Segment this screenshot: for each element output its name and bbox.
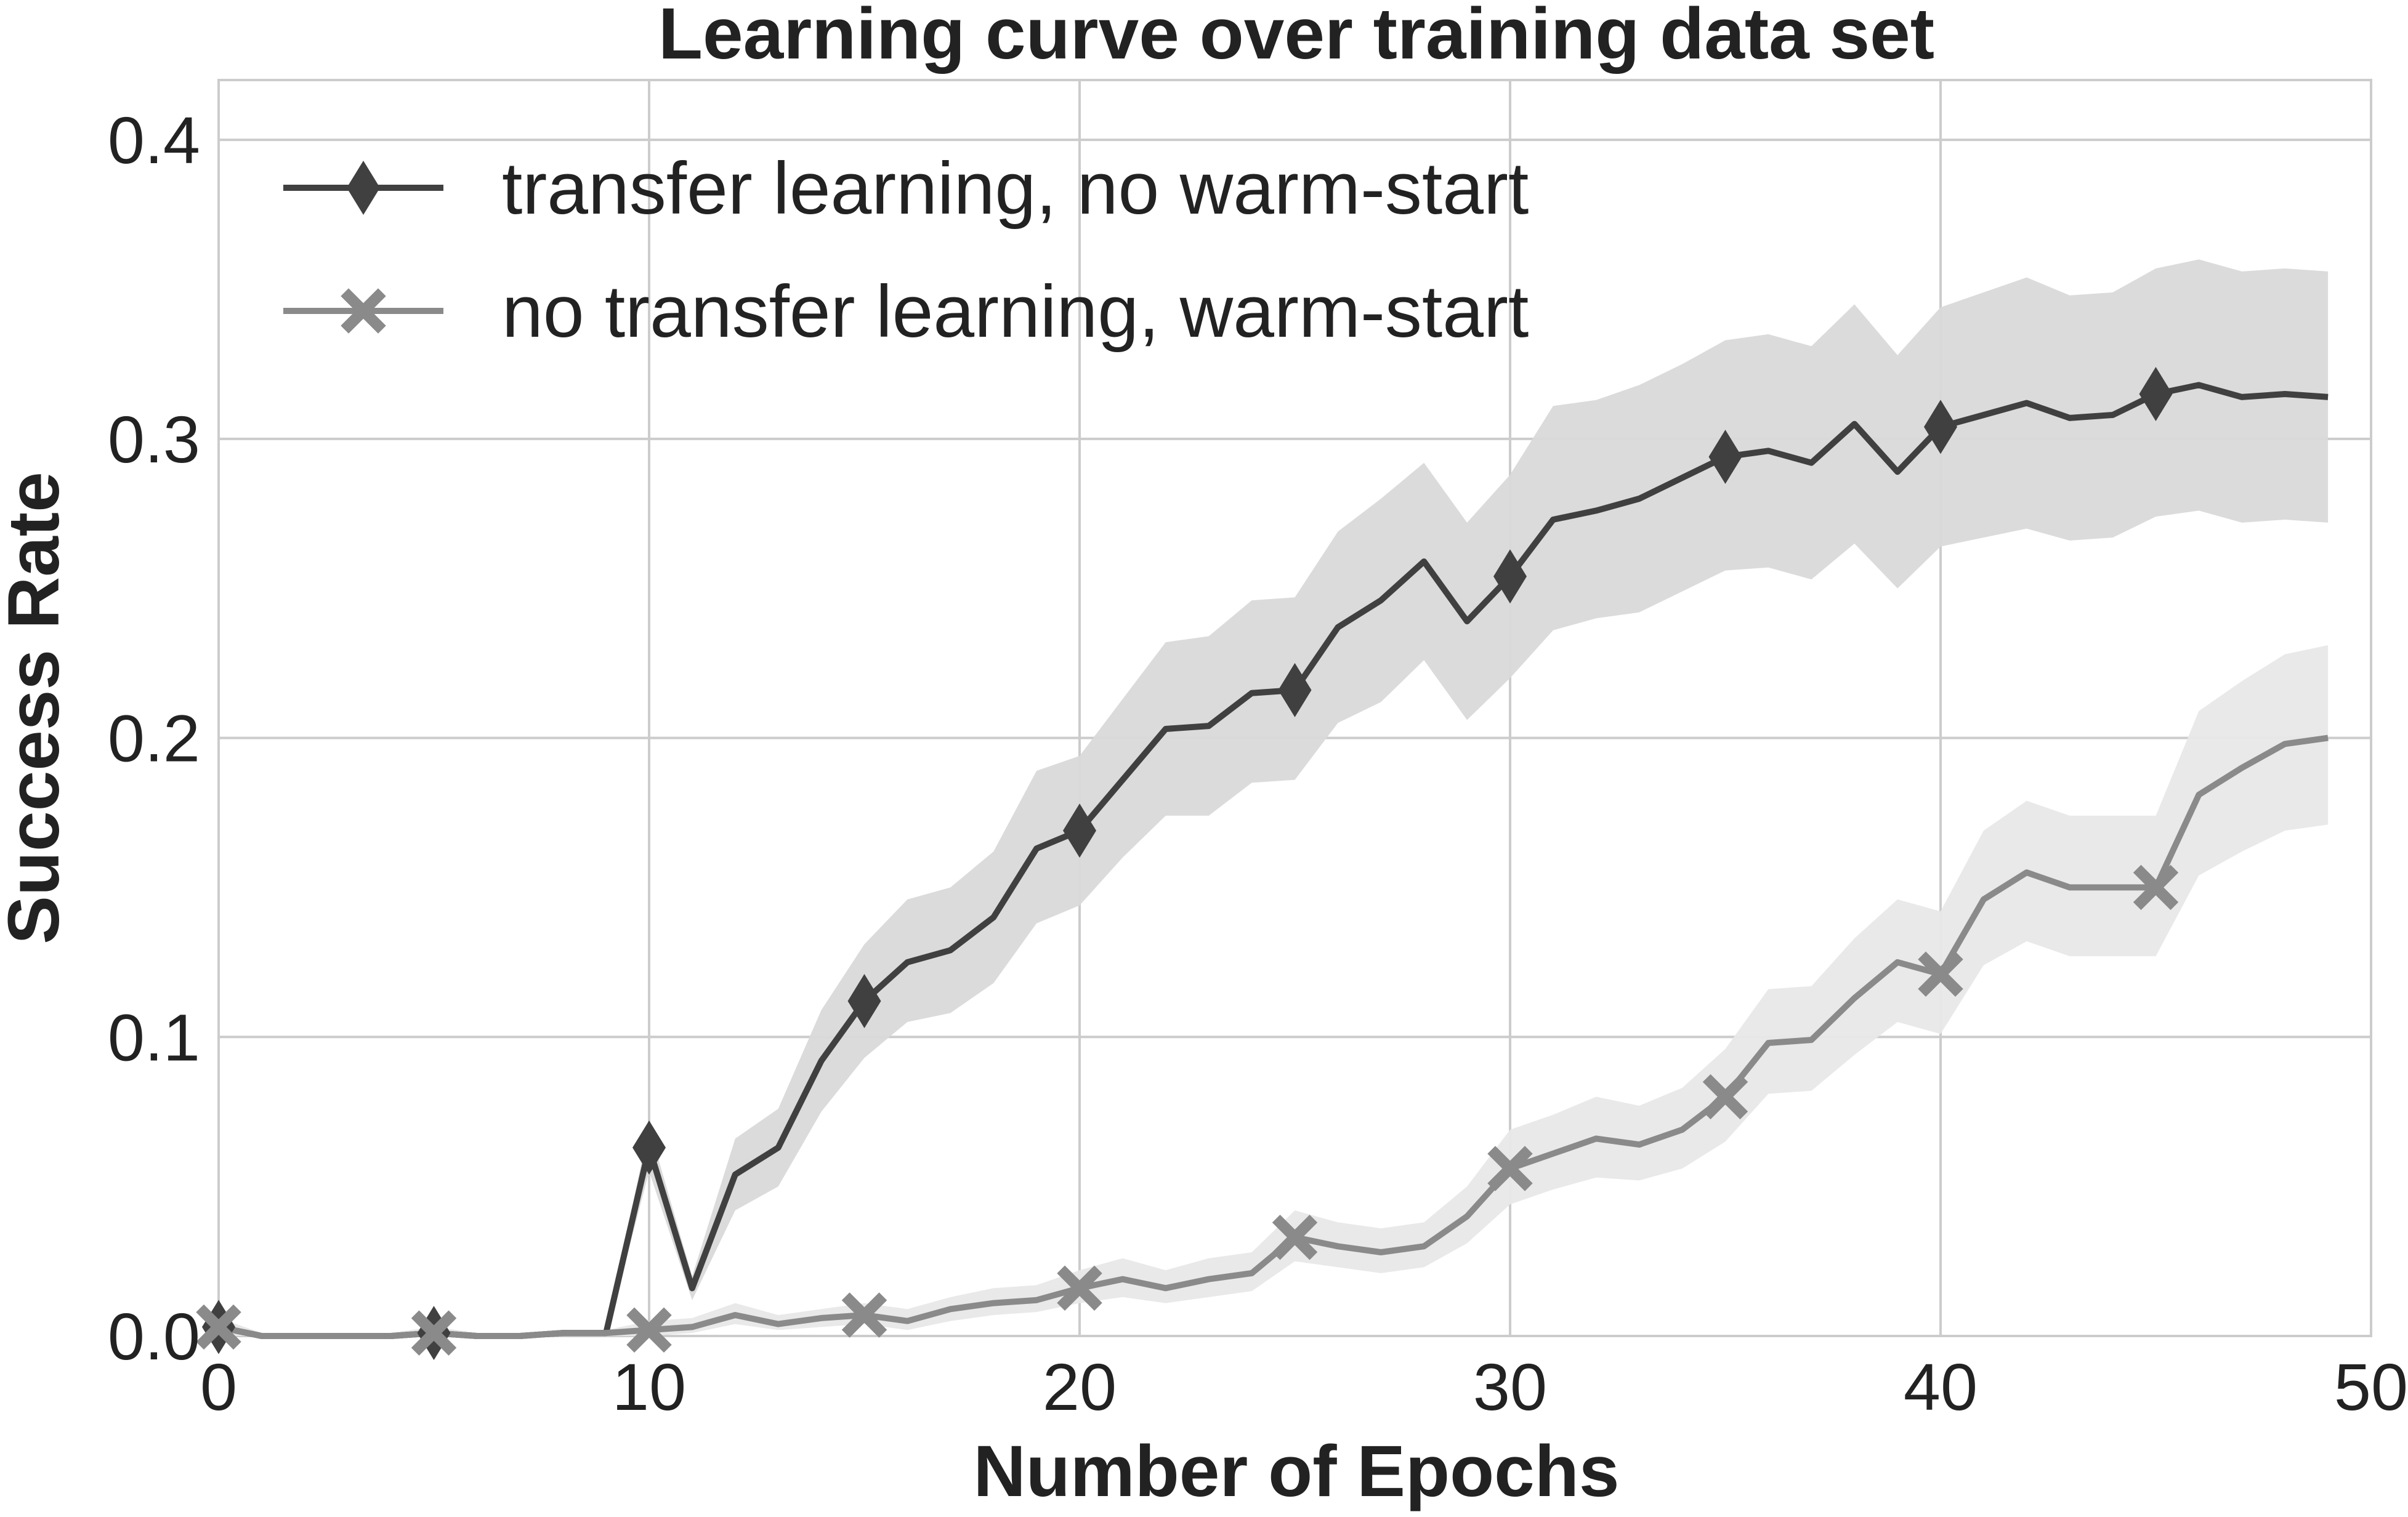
- y-tick-label: 0.1: [108, 1000, 200, 1074]
- x-tick-label: 40: [1904, 1350, 1978, 1424]
- x-tick-label: 0: [200, 1350, 237, 1424]
- data-point-series-2: [196, 1304, 241, 1350]
- data-point-series-2: [1702, 1074, 1748, 1120]
- data-point-series-1: [1278, 662, 1312, 717]
- series-line-2: [217, 734, 2329, 1339]
- data-point-series-2: [1057, 1265, 1102, 1311]
- y-tick-labels: 0.0 0.1 0.2 0.3 0.4: [108, 103, 200, 1374]
- data-point-series-2: [626, 1307, 672, 1353]
- data-point-series-2: [1487, 1146, 1533, 1191]
- legend-entry-2: no transfer learning, warm-start: [502, 270, 1529, 353]
- x-tick-label: 50: [2334, 1350, 2408, 1424]
- series-markers: [196, 367, 2179, 1361]
- legend-marker-2: [341, 288, 386, 334]
- data-point-series-1: [847, 974, 881, 1028]
- chart-title: Learning curve over training data set: [658, 0, 1934, 74]
- data-point-series-1: [1708, 430, 1742, 484]
- legend: transfer learning, no warm-start no trans…: [283, 147, 1529, 353]
- data-point-series-2: [411, 1310, 457, 1356]
- confidence-band-series-1: [219, 259, 2329, 1336]
- y-tick-label: 0.0: [108, 1299, 200, 1374]
- data-point-series-2: [2133, 864, 2179, 911]
- y-axis-label: Success Rate: [0, 472, 75, 944]
- y-tick-label: 0.3: [108, 402, 200, 477]
- series-lines: [217, 382, 2329, 1339]
- data-point-series-2: [1918, 951, 1963, 997]
- x-tick-label: 20: [1043, 1350, 1117, 1424]
- x-tick-labels: 0 10 20 30 40 50: [200, 1350, 2408, 1424]
- data-point-series-2: [1272, 1214, 1318, 1260]
- data-point-series-1: [1924, 400, 1957, 454]
- x-axis-label: Number of Epochs: [974, 1431, 1620, 1512]
- data-point-series-1: [1493, 549, 1527, 604]
- legend-entry-1: transfer learning, no warm-start: [502, 147, 1529, 230]
- x-tick-label: 30: [1473, 1350, 1547, 1424]
- legend-marker-1: [347, 161, 380, 215]
- confidence-bands: [219, 259, 2329, 1336]
- y-tick-label: 0.4: [108, 103, 200, 177]
- data-point-series-1: [632, 1121, 666, 1175]
- plot-frame: [217, 79, 2372, 1337]
- y-tick-label: 0.2: [108, 701, 200, 776]
- confidence-band-series-2: [219, 645, 2329, 1336]
- data-point-series-1: [1063, 803, 1096, 858]
- x-tick-label: 10: [612, 1350, 686, 1424]
- data-point-series-1: [2139, 367, 2173, 421]
- data-point-series-2: [841, 1292, 887, 1338]
